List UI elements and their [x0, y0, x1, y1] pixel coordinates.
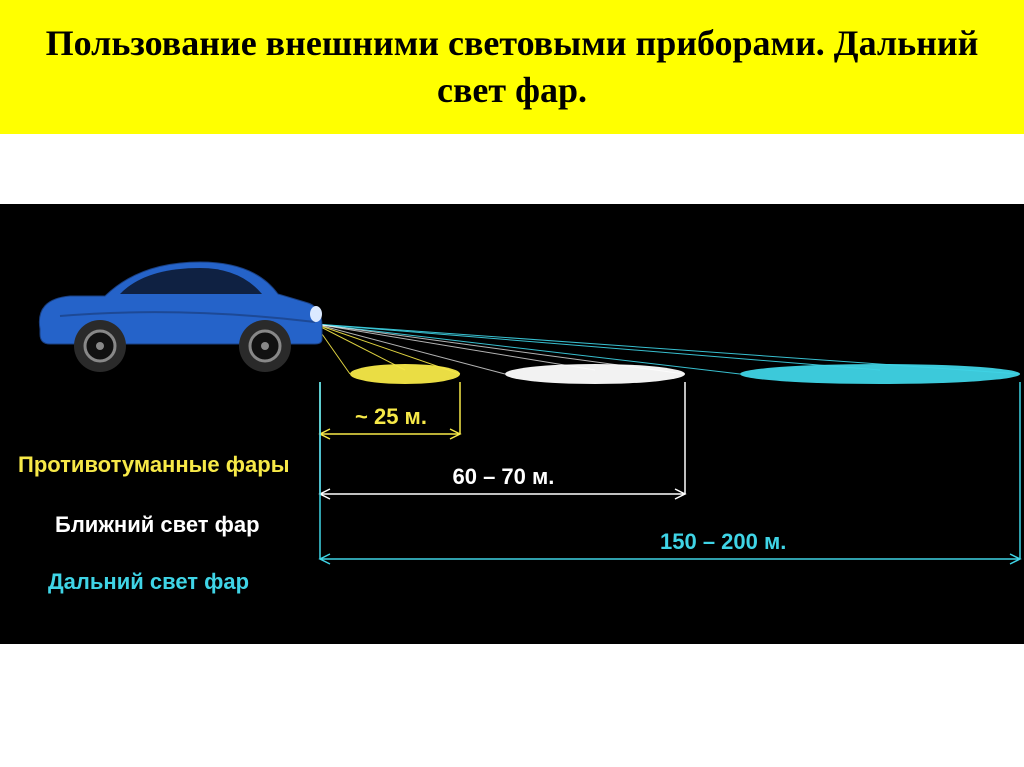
title-bar: Пользование внешними световыми приборами…: [0, 0, 1024, 134]
label-high: Дальний свет фар: [48, 569, 249, 595]
measure-fog: ~ 25 м.: [355, 404, 427, 430]
diagram-area: Противотуманные фары Ближний свет фар Да…: [0, 204, 1024, 644]
measure-low: 60 – 70 м.: [453, 464, 555, 490]
measure-high: 150 – 200 м.: [660, 529, 786, 555]
label-fog: Противотуманные фары: [18, 452, 289, 478]
page-title: Пользование внешними световыми приборами…: [40, 20, 984, 114]
label-low: Ближний свет фар: [55, 512, 260, 538]
